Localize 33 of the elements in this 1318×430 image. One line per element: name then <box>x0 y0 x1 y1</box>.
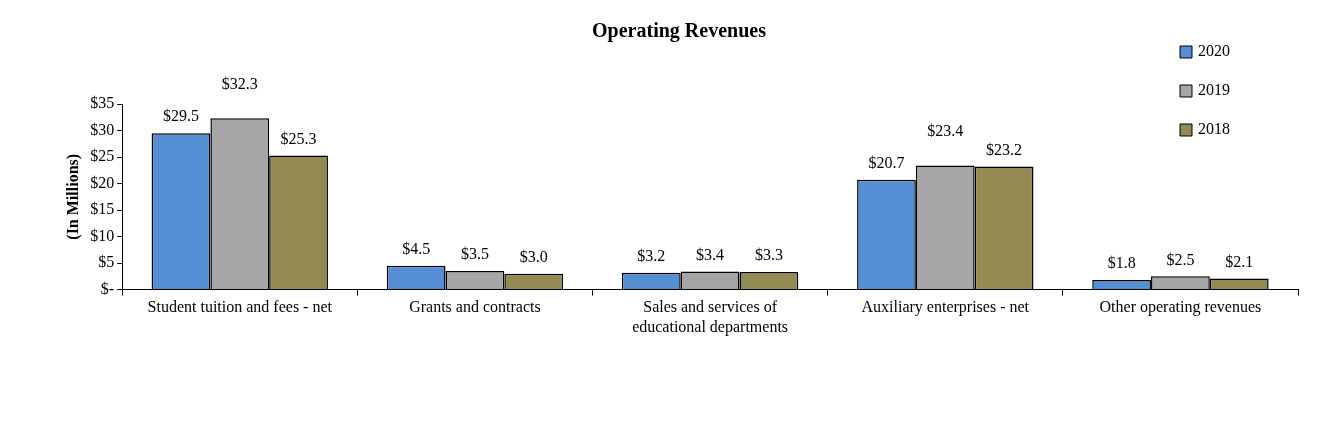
y-tick-label: $25 <box>90 147 115 165</box>
x-tick-label: Grants and contracts <box>409 298 541 316</box>
y-tick-label: $15 <box>90 200 115 218</box>
x-tick-label: Auxiliary enterprises - net <box>861 298 1030 317</box>
data-label: $3.4 <box>696 245 725 263</box>
data-label: $23.4 <box>927 121 964 139</box>
y-tick-label: $30 <box>90 120 115 138</box>
y-tick-label: $20 <box>90 173 115 191</box>
data-label: $3.5 <box>460 245 489 263</box>
data-label: $2.5 <box>1166 250 1195 268</box>
data-label: $23.2 <box>986 140 1023 158</box>
data-label: $3.2 <box>637 246 666 264</box>
legend-label: 2020 <box>1198 42 1230 60</box>
y-tick-label: $35 <box>90 94 115 112</box>
y-tick-label: $5 <box>98 253 115 271</box>
chart-title: Operating Revenues <box>592 19 767 43</box>
data-label: $2.1 <box>1225 252 1254 270</box>
data-label: $25.3 <box>280 129 317 147</box>
legend-label: 2019 <box>1198 81 1230 99</box>
x-tick-label: Sales and services of educational departments <box>632 298 789 336</box>
y-tick-label: $10 <box>90 226 115 244</box>
y-tick-label: $- <box>100 279 115 297</box>
x-tick-label: Student tuition and fees - net <box>147 298 333 316</box>
y-axis-title: (In Millions) <box>63 153 82 240</box>
data-label: $4.5 <box>402 239 431 257</box>
x-tick-label: Other operating revenues <box>1099 298 1262 317</box>
data-label: $3.0 <box>519 247 548 265</box>
data-label: $29.5 <box>162 107 199 125</box>
data-label: $3.3 <box>754 246 783 264</box>
data-label: $20.7 <box>868 154 905 172</box>
data-label: $32.3 <box>221 74 258 92</box>
legend-label: 2018 <box>1198 120 1230 138</box>
data-label: $1.8 <box>1107 254 1136 272</box>
